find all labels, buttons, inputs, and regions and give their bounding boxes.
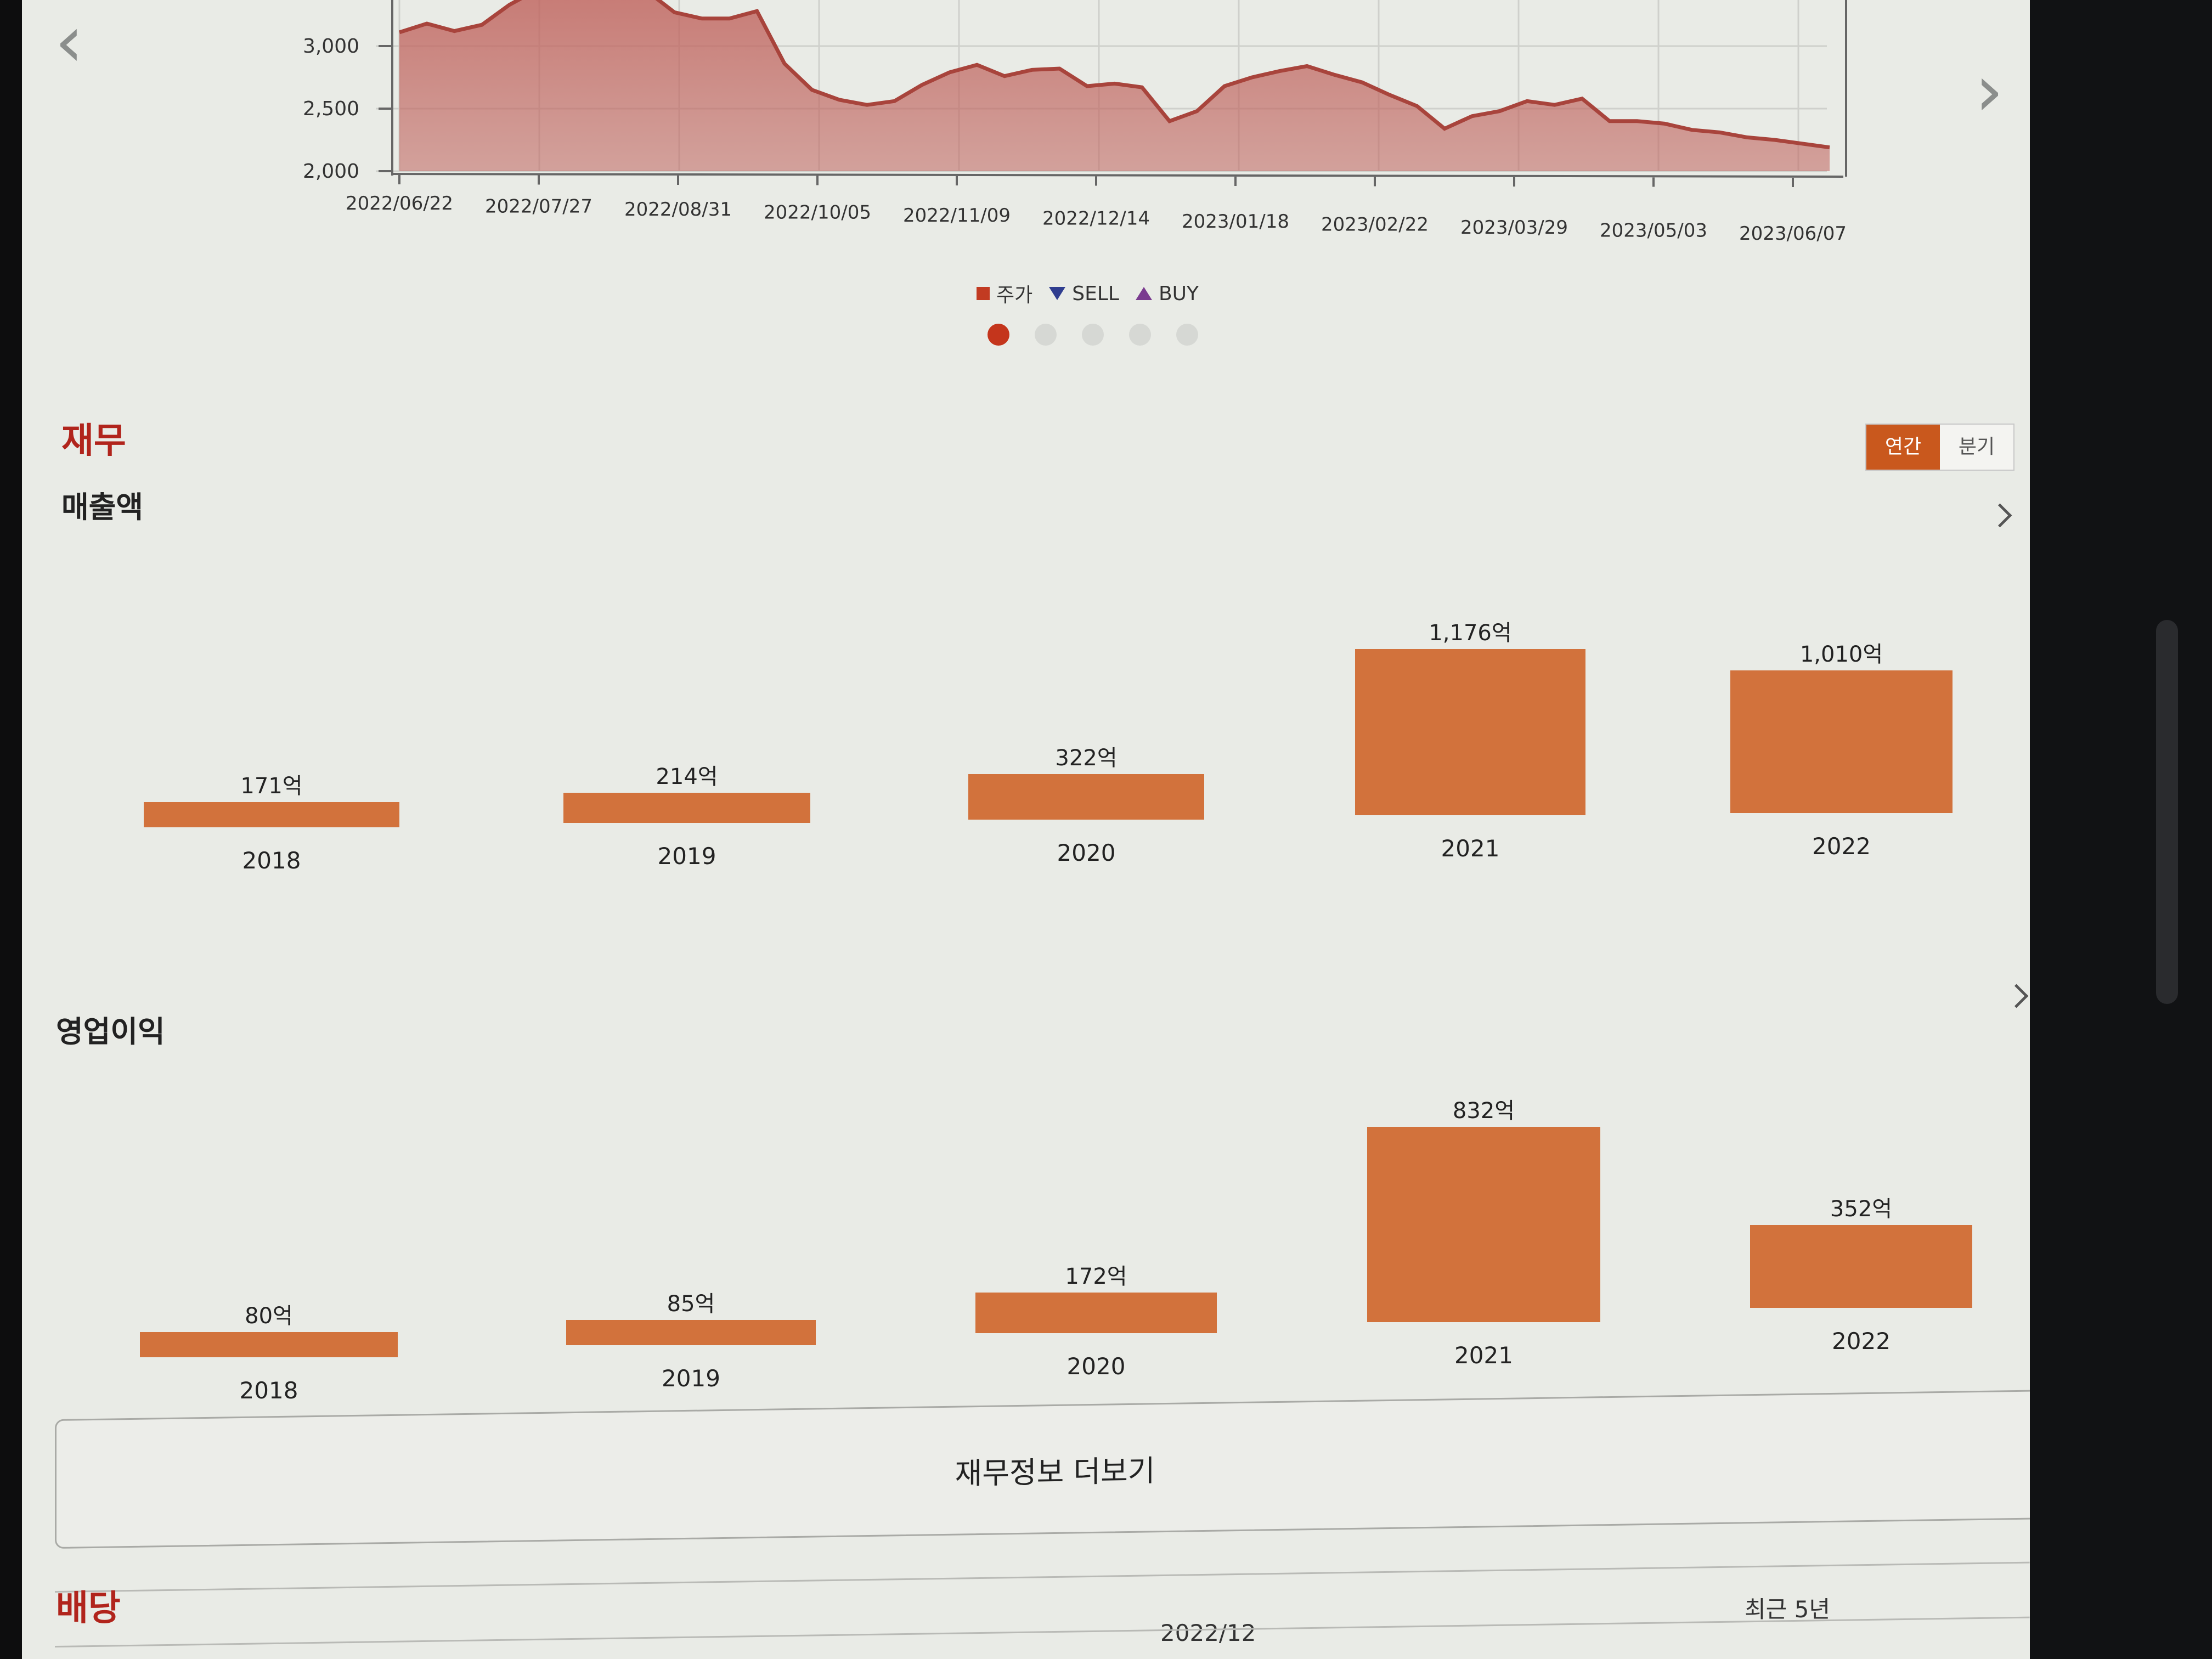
chevron-left-icon[interactable]: ‹	[55, 0, 83, 83]
down-triangle-icon	[1049, 287, 1066, 300]
bar-year-label: 2018	[242, 847, 301, 874]
bar-year-label: 2019	[657, 843, 716, 870]
x-tick-label: 2022/07/27	[485, 196, 592, 218]
dividend-period: 2022/12	[1160, 1620, 1256, 1646]
bar[interactable]	[968, 774, 1204, 820]
finance-section-title: 재무	[61, 421, 126, 461]
bar-value-label: 171억	[240, 774, 303, 799]
x-axis	[392, 173, 1844, 178]
operating-profit-title: 영업이익	[56, 1014, 165, 1049]
x-tick-label: 2023/02/22	[1321, 214, 1429, 236]
price-area	[399, 0, 1830, 171]
bar[interactable]	[975, 1293, 1217, 1333]
x-tick-label: 2022/12/14	[1042, 208, 1150, 230]
bar-value-label: 322억	[1055, 746, 1118, 771]
bar-year-label: 2021	[1454, 1342, 1513, 1369]
x-tick-label: 2023/06/07	[1739, 223, 1847, 245]
bar-year-label: 2022	[1832, 1328, 1891, 1355]
device-bezel	[2030, 0, 2212, 1659]
chevron-right-icon[interactable]	[1988, 503, 2012, 528]
y-tick-label: 2,500	[303, 98, 359, 120]
bar-value-label: 1,176억	[1429, 620, 1512, 646]
bar-year-label: 2020	[1066, 1353, 1126, 1380]
legend-item-sell[interactable]: SELL	[1049, 283, 1119, 305]
bar-year-label: 2018	[239, 1377, 298, 1404]
bar-value-label: 85억	[667, 1291, 715, 1317]
dividend-recent-label[interactable]: 최근 5년	[1745, 1596, 1830, 1623]
finance-more-label: 재무정보 더보기	[955, 1453, 1155, 1491]
x-tick-label: 2023/01/18	[1182, 211, 1289, 233]
bar-value-label: 1,010억	[1799, 641, 1883, 667]
toggle-annual[interactable]: 연간	[1866, 425, 1940, 470]
bar-value-label: 214억	[656, 764, 718, 789]
bar-value-label: 80억	[245, 1304, 293, 1329]
operating-profit-bar-chart: 80억 2018 85억 2019 172억 2020 832억 2021 352억 2022	[22, 1053, 2030, 1415]
bar-year-label: 2020	[1057, 839, 1116, 866]
pager-dot[interactable]	[1176, 324, 1198, 346]
legend-item-buy[interactable]: BUY	[1135, 282, 1199, 305]
dividend-section-title: 배당	[56, 1588, 121, 1629]
period-toggle: 연간 분기	[1865, 424, 2015, 471]
legend-label: 주가	[996, 284, 1033, 307]
bar-value-label: 352억	[1830, 1197, 1893, 1222]
bar-value-label: 832억	[1452, 1098, 1515, 1124]
bar[interactable]	[1750, 1225, 1972, 1308]
revenue-bar-chart: 171억 2018 214억 2019 322억 2020 1,176억 2021 1,010억…	[22, 549, 2030, 900]
pager-dot[interactable]	[1129, 324, 1151, 346]
x-tick-label: 2022/08/31	[624, 199, 732, 221]
toggle-quarterly[interactable]: 분기	[1958, 436, 1995, 458]
bar-year-label: 2021	[1441, 835, 1500, 862]
divider	[54, 1616, 2030, 1647]
bar[interactable]	[1730, 670, 1953, 813]
chart-pager	[988, 324, 1198, 346]
bar-year-label: 2022	[1812, 833, 1871, 860]
app-screen: ‹ › 3,000 2,500 2,000 2022/06/22 2022/07/27 2…	[22, 0, 2030, 1659]
square-marker-icon	[977, 287, 990, 300]
chevron-right-icon[interactable]: ›	[1975, 49, 2004, 132]
bar[interactable]	[566, 1320, 816, 1345]
bar[interactable]	[1355, 649, 1585, 815]
y-tick-label: 2,000	[303, 160, 359, 183]
bar[interactable]	[140, 1332, 398, 1357]
divider	[54, 1561, 2030, 1593]
price-line	[398, 0, 1830, 150]
bar[interactable]	[144, 802, 399, 827]
pager-dot[interactable]	[1082, 324, 1104, 346]
chevron-right-icon[interactable]	[2004, 984, 2029, 1008]
revenue-title: 매출액	[61, 490, 144, 524]
bar[interactable]	[1367, 1127, 1600, 1322]
stock-price-chart: 3,000 2,500 2,000 2022/06/22 2022/07/27 2022/…	[303, 0, 1847, 245]
x-tick-label: 2023/03/29	[1460, 217, 1568, 239]
legend-label: SELL	[1072, 282, 1119, 305]
pager-dot[interactable]	[988, 324, 1009, 346]
x-tick-label: 2022/06/22	[346, 193, 453, 215]
pager-dot[interactable]	[1035, 324, 1057, 346]
legend-item-price[interactable]: 주가	[977, 279, 1032, 308]
bar[interactable]	[563, 792, 810, 823]
up-triangle-icon	[1135, 287, 1152, 300]
bar-value-label: 172억	[1065, 1264, 1127, 1290]
bar-year-label: 2019	[662, 1365, 720, 1392]
x-tick-label: 2022/10/05	[764, 202, 871, 224]
x-tick-label: 2022/11/09	[903, 205, 1011, 227]
legend-label: BUY	[1158, 282, 1199, 305]
x-tick-label: 2023/05/03	[1600, 220, 1707, 242]
chart-legend: 주가 SELL BUY	[977, 280, 1199, 307]
y-tick-label: 3,000	[303, 35, 359, 58]
device-side-button	[2156, 620, 2178, 1004]
